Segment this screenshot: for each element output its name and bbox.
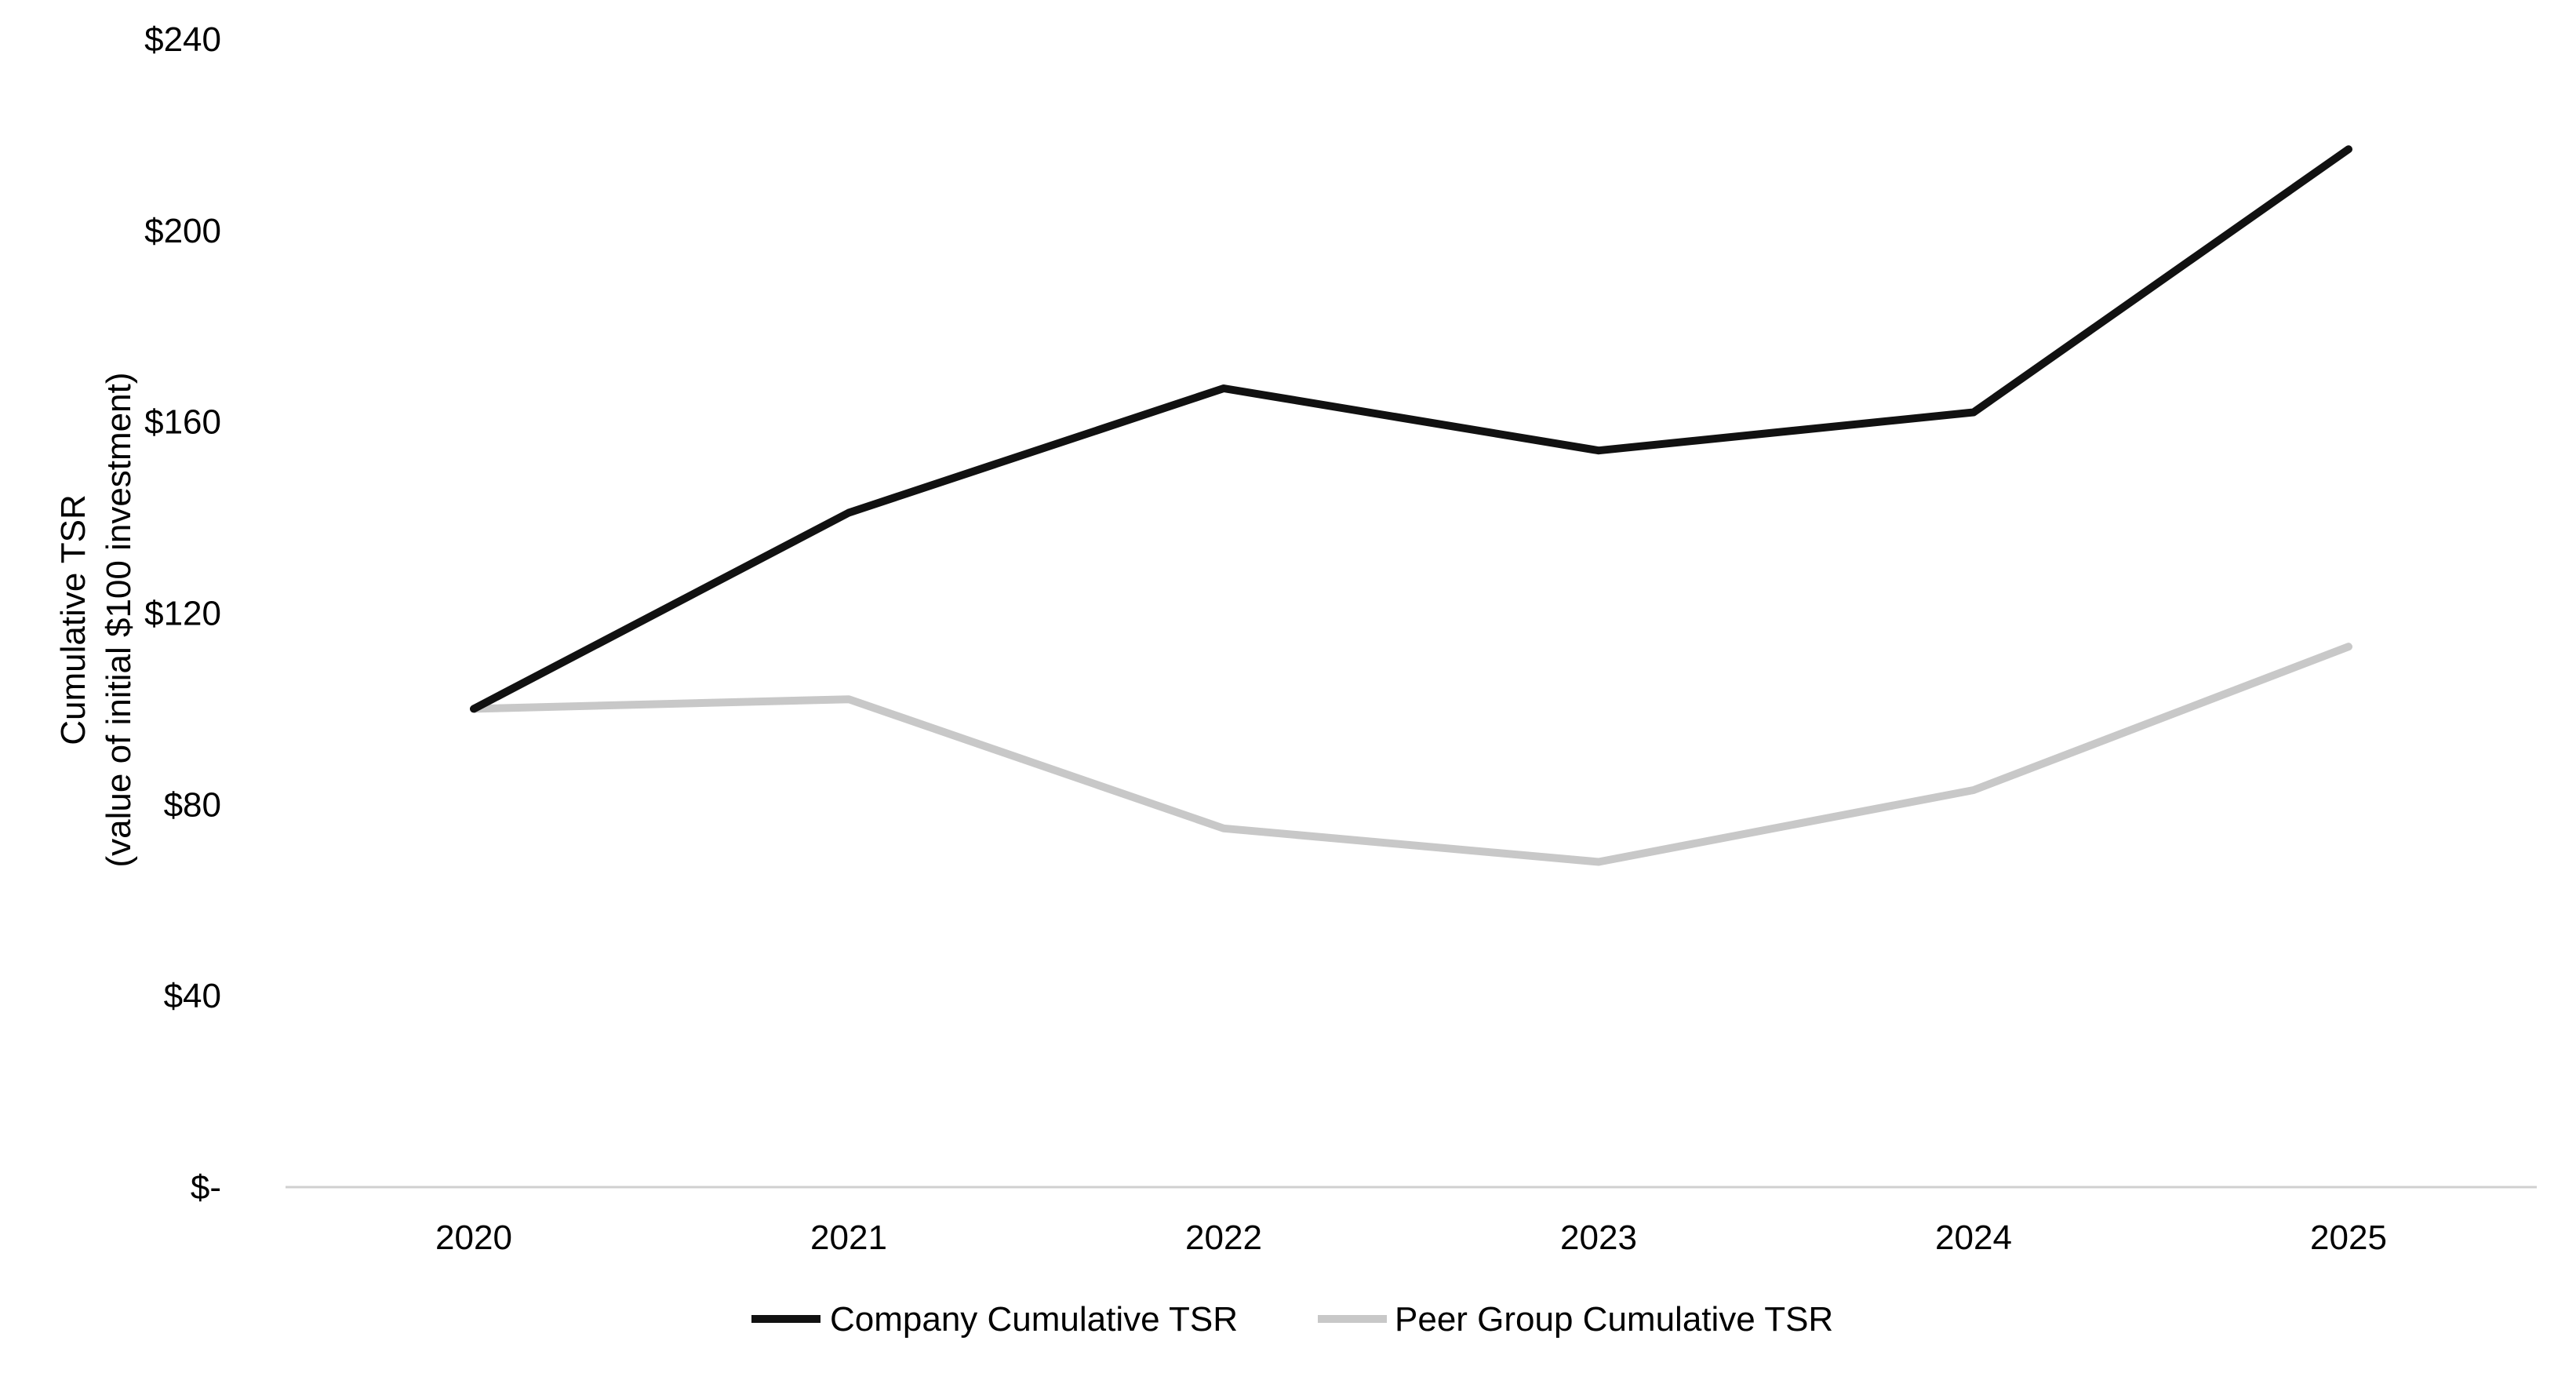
x-axis-ticks: 2020 2021 2022 2023 2024 2025: [435, 1219, 2387, 1257]
y-tick-label: $120: [144, 595, 221, 633]
y-axis-title-line2: (value of initial $100 investment): [100, 373, 138, 868]
y-axis-ticks: $- $40 $80 $120 $160 $200 $240: [144, 20, 221, 1207]
y-tick-label: $-: [191, 1168, 221, 1207]
x-tick-label: 2021: [810, 1219, 887, 1257]
x-tick-label: 2022: [1185, 1219, 1262, 1257]
y-tick-label: $160: [144, 403, 221, 442]
y-tick-label: $200: [144, 212, 221, 250]
y-tick-label: $240: [144, 20, 221, 59]
series-line-1: [470, 643, 2352, 866]
x-tick-label: 2020: [435, 1219, 512, 1257]
series-lines: [470, 145, 2352, 866]
y-tick-label: $40: [164, 977, 221, 1015]
series-line-0: [470, 145, 2352, 713]
x-tick-label: 2023: [1560, 1219, 1637, 1257]
y-axis-title-line1: Cumulative TSR: [54, 494, 93, 745]
x-tick-label: 2024: [1935, 1219, 2012, 1257]
legend: Company Cumulative TSR Peer Group Cumulat…: [751, 1300, 1833, 1339]
legend-label: Peer Group Cumulative TSR: [1395, 1300, 1833, 1339]
x-tick-label: 2025: [2310, 1219, 2387, 1257]
y-tick-label: $80: [164, 785, 221, 824]
legend-label: Company Cumulative TSR: [830, 1300, 1238, 1339]
